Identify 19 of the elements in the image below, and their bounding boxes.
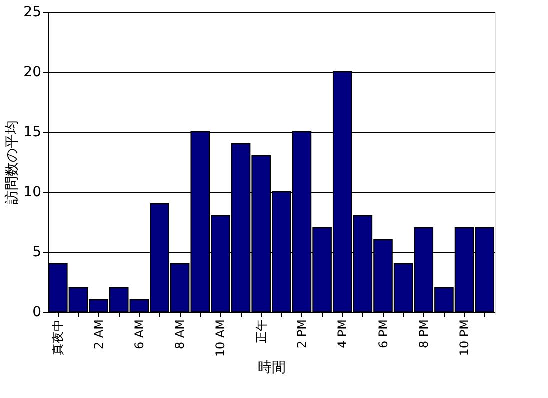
y-tick-label: 20 <box>24 64 42 80</box>
y-tick-label: 25 <box>24 4 42 20</box>
x-tick-label: 10 PM <box>458 320 472 356</box>
y-tick-label: 5 <box>32 244 42 260</box>
x-tick-label: 8 AM <box>173 320 188 350</box>
y-axis-title: 訪問数の平均 <box>4 120 21 204</box>
y-tick-label: 10 <box>24 184 42 200</box>
x-tick-label: 2 AM <box>92 320 106 350</box>
x-tick-label: 8 PM <box>416 320 431 349</box>
x-tick-label: 4 PM <box>336 320 350 349</box>
y-tick-label: 15 <box>24 124 42 140</box>
x-tick-label: 6 AM <box>132 320 146 350</box>
x-tick-label: 真夜中 <box>51 320 66 356</box>
x-tick-label: 2 PM <box>294 320 309 349</box>
x-tick-label: 10 AM <box>214 320 228 358</box>
y-tick-label: 0 <box>32 304 42 320</box>
x-tick-label: 6 PM <box>376 320 390 349</box>
x-axis-title: 時間 <box>258 360 286 376</box>
x-tick-label: 正午 <box>254 320 268 344</box>
